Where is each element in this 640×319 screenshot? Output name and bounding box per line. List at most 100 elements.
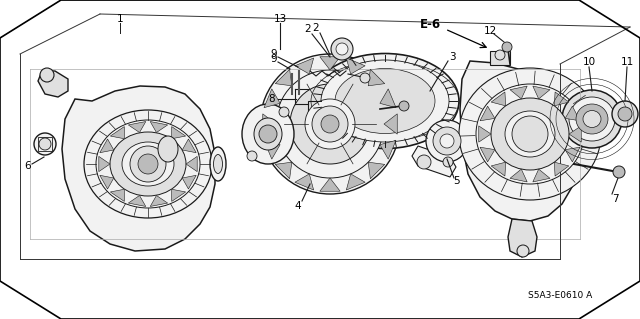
Ellipse shape — [321, 60, 449, 142]
Text: 7: 7 — [612, 194, 618, 204]
Polygon shape — [263, 114, 276, 134]
Text: 8: 8 — [269, 94, 275, 104]
Polygon shape — [100, 139, 114, 153]
Ellipse shape — [260, 54, 400, 194]
Polygon shape — [346, 174, 365, 190]
Circle shape — [512, 116, 548, 152]
Circle shape — [130, 146, 166, 182]
Ellipse shape — [290, 84, 370, 164]
Ellipse shape — [440, 134, 454, 148]
Circle shape — [502, 42, 512, 52]
Text: E-6: E-6 — [419, 18, 440, 31]
Circle shape — [138, 154, 158, 174]
Polygon shape — [533, 169, 550, 182]
Circle shape — [517, 245, 529, 257]
Ellipse shape — [459, 68, 601, 200]
Polygon shape — [510, 169, 527, 182]
Polygon shape — [110, 127, 124, 139]
Polygon shape — [320, 178, 340, 191]
Text: 12: 12 — [483, 26, 497, 36]
Polygon shape — [264, 89, 280, 108]
Circle shape — [259, 125, 277, 143]
Circle shape — [417, 155, 431, 169]
Circle shape — [612, 101, 638, 127]
Circle shape — [321, 115, 339, 133]
Polygon shape — [38, 71, 68, 97]
Polygon shape — [491, 92, 506, 106]
Ellipse shape — [576, 104, 608, 134]
Polygon shape — [480, 106, 495, 121]
Circle shape — [39, 138, 51, 150]
Text: 13: 13 — [273, 14, 287, 24]
Polygon shape — [412, 146, 456, 177]
Polygon shape — [491, 162, 506, 176]
Polygon shape — [99, 156, 110, 172]
Polygon shape — [569, 126, 581, 142]
Polygon shape — [384, 114, 397, 134]
Polygon shape — [533, 86, 550, 99]
Polygon shape — [182, 175, 196, 189]
Polygon shape — [129, 122, 146, 132]
Polygon shape — [380, 140, 396, 159]
Polygon shape — [264, 140, 280, 159]
Polygon shape — [150, 122, 168, 132]
Polygon shape — [480, 147, 495, 162]
Polygon shape — [490, 51, 510, 65]
Polygon shape — [110, 189, 124, 201]
Ellipse shape — [562, 90, 622, 148]
Ellipse shape — [569, 97, 615, 141]
Text: 4: 4 — [294, 201, 301, 211]
Ellipse shape — [336, 43, 348, 55]
Polygon shape — [479, 126, 491, 142]
Polygon shape — [565, 147, 580, 162]
Circle shape — [40, 68, 54, 82]
Circle shape — [247, 151, 257, 161]
Polygon shape — [150, 196, 168, 206]
Text: 6: 6 — [25, 161, 31, 171]
Text: 9: 9 — [271, 49, 277, 59]
Ellipse shape — [583, 110, 601, 128]
Ellipse shape — [210, 147, 226, 181]
Circle shape — [34, 133, 56, 155]
Text: 11: 11 — [620, 57, 634, 67]
Polygon shape — [380, 89, 396, 108]
Polygon shape — [510, 86, 527, 99]
Text: S5A3-E0610 A: S5A3-E0610 A — [528, 291, 592, 300]
Polygon shape — [62, 86, 215, 251]
Polygon shape — [320, 57, 340, 70]
Circle shape — [613, 166, 625, 178]
Text: 10: 10 — [582, 57, 596, 67]
Ellipse shape — [311, 54, 459, 149]
Ellipse shape — [433, 127, 461, 155]
Ellipse shape — [84, 110, 212, 218]
Text: 5: 5 — [454, 176, 460, 186]
Circle shape — [618, 107, 632, 121]
Polygon shape — [182, 139, 196, 153]
Polygon shape — [460, 61, 576, 221]
Polygon shape — [554, 162, 569, 176]
Text: 9: 9 — [271, 54, 277, 64]
Ellipse shape — [214, 154, 223, 174]
Polygon shape — [368, 69, 385, 86]
Polygon shape — [186, 156, 197, 172]
Ellipse shape — [254, 118, 282, 150]
Circle shape — [312, 106, 348, 142]
Ellipse shape — [276, 70, 384, 178]
Ellipse shape — [505, 111, 555, 157]
Ellipse shape — [305, 99, 355, 149]
Ellipse shape — [96, 120, 200, 208]
Ellipse shape — [335, 69, 435, 133]
Ellipse shape — [426, 120, 468, 162]
Circle shape — [443, 157, 453, 167]
Polygon shape — [172, 189, 186, 201]
Text: 2: 2 — [305, 24, 311, 34]
Ellipse shape — [158, 136, 178, 162]
Text: 3: 3 — [449, 52, 455, 62]
Polygon shape — [565, 106, 580, 121]
Polygon shape — [275, 69, 292, 86]
Polygon shape — [368, 162, 385, 179]
Polygon shape — [275, 162, 292, 179]
Ellipse shape — [476, 84, 584, 184]
Ellipse shape — [122, 142, 174, 186]
Ellipse shape — [491, 98, 569, 170]
